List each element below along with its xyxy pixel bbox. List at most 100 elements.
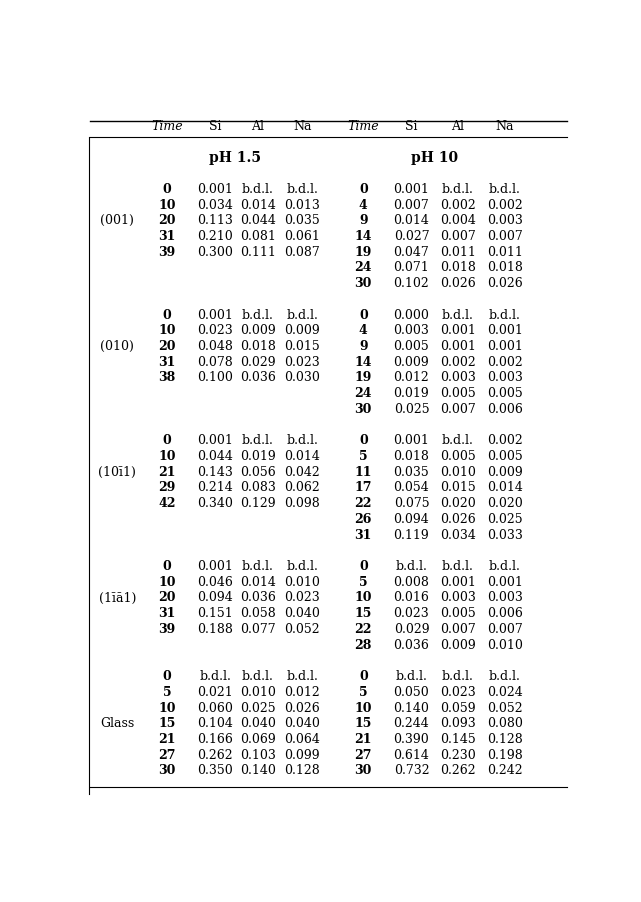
Text: (10ī1): (10ī1): [99, 465, 137, 479]
Text: 0.010: 0.010: [240, 686, 276, 699]
Text: 0.060: 0.060: [197, 702, 233, 714]
Text: 30: 30: [354, 403, 372, 416]
Text: 9: 9: [359, 215, 367, 227]
Text: 0.069: 0.069: [240, 733, 276, 746]
Text: 0.004: 0.004: [440, 215, 476, 227]
Text: 20: 20: [158, 592, 176, 604]
Text: 0.026: 0.026: [487, 277, 523, 290]
Text: 0.009: 0.009: [487, 465, 523, 479]
Text: 19: 19: [354, 245, 372, 259]
Text: 0.018: 0.018: [487, 262, 523, 274]
Text: 0.083: 0.083: [240, 482, 276, 494]
Text: 0: 0: [359, 308, 368, 322]
Text: 0.018: 0.018: [440, 262, 476, 274]
Text: 0.030: 0.030: [284, 372, 320, 384]
Text: 0: 0: [163, 435, 171, 447]
Text: 0.048: 0.048: [197, 340, 233, 353]
Text: 0.087: 0.087: [285, 245, 320, 259]
Text: 0.013: 0.013: [284, 198, 320, 212]
Text: 0.033: 0.033: [487, 529, 523, 541]
Text: 0.042: 0.042: [285, 465, 320, 479]
Text: 0.390: 0.390: [394, 733, 429, 746]
Text: 0.005: 0.005: [440, 450, 476, 463]
Text: pH 10: pH 10: [410, 151, 458, 165]
Text: 0.081: 0.081: [240, 230, 276, 243]
Text: 0.008: 0.008: [394, 575, 429, 589]
Text: 0.075: 0.075: [394, 497, 429, 511]
Text: b.d.l.: b.d.l.: [287, 435, 318, 447]
Text: 0.140: 0.140: [240, 764, 276, 778]
Text: 0: 0: [163, 560, 171, 573]
Text: 5: 5: [359, 450, 367, 463]
Text: 42: 42: [158, 497, 176, 511]
Text: 0.056: 0.056: [240, 465, 276, 479]
Text: 0.023: 0.023: [197, 325, 233, 337]
Text: 0.010: 0.010: [440, 465, 476, 479]
Text: 0: 0: [359, 183, 368, 196]
Text: 0.010: 0.010: [487, 639, 523, 651]
Text: 0.006: 0.006: [487, 607, 523, 621]
Text: 0.062: 0.062: [285, 482, 320, 494]
Text: 5: 5: [359, 686, 367, 699]
Text: 17: 17: [354, 482, 372, 494]
Text: 0.300: 0.300: [197, 245, 233, 259]
Text: 0.014: 0.014: [284, 450, 320, 463]
Text: 0.003: 0.003: [440, 592, 476, 604]
Text: 0.003: 0.003: [394, 325, 429, 337]
Text: 0.128: 0.128: [285, 764, 320, 778]
Text: 0.077: 0.077: [240, 623, 276, 636]
Text: 0.001: 0.001: [197, 435, 233, 447]
Text: 0.023: 0.023: [285, 355, 320, 369]
Text: 0.034: 0.034: [197, 198, 233, 212]
Text: 0.011: 0.011: [440, 245, 476, 259]
Text: (1īā1): (1īā1): [99, 592, 136, 604]
Text: 24: 24: [354, 262, 372, 274]
Text: 0.340: 0.340: [197, 497, 233, 511]
Text: 0.019: 0.019: [394, 387, 429, 400]
Text: Al: Al: [451, 120, 464, 133]
Text: 0.023: 0.023: [440, 686, 476, 699]
Text: 0.040: 0.040: [240, 717, 276, 731]
Text: 0.020: 0.020: [440, 497, 476, 511]
Text: 0.005: 0.005: [487, 450, 523, 463]
Text: Al: Al: [251, 120, 265, 133]
Text: 0.005: 0.005: [440, 607, 476, 621]
Text: 0.002: 0.002: [440, 198, 476, 212]
Text: 0.001: 0.001: [197, 308, 233, 322]
Text: 10: 10: [158, 325, 176, 337]
Text: 0.023: 0.023: [285, 592, 320, 604]
Text: Si: Si: [405, 120, 418, 133]
Text: 0.005: 0.005: [440, 387, 476, 400]
Text: b.d.l.: b.d.l.: [442, 435, 474, 447]
Text: 0.025: 0.025: [487, 513, 522, 526]
Text: 0.242: 0.242: [487, 764, 522, 778]
Text: 0.034: 0.034: [440, 529, 476, 541]
Text: Time: Time: [347, 120, 379, 133]
Text: 0.036: 0.036: [240, 372, 276, 384]
Text: 0.014: 0.014: [240, 575, 276, 589]
Text: 15: 15: [354, 607, 372, 621]
Text: 0.007: 0.007: [394, 198, 429, 212]
Text: 0.078: 0.078: [197, 355, 233, 369]
Text: 26: 26: [354, 513, 372, 526]
Text: 0.036: 0.036: [394, 639, 429, 651]
Text: (001): (001): [101, 215, 135, 227]
Text: 0.047: 0.047: [394, 245, 429, 259]
Text: 0.007: 0.007: [440, 403, 476, 416]
Text: 0.071: 0.071: [394, 262, 429, 274]
Text: 0.119: 0.119: [394, 529, 429, 541]
Text: b.d.l.: b.d.l.: [287, 308, 318, 322]
Text: b.d.l.: b.d.l.: [395, 670, 428, 683]
Text: 29: 29: [158, 482, 176, 494]
Text: b.d.l.: b.d.l.: [242, 308, 274, 322]
Text: 0.011: 0.011: [487, 245, 523, 259]
Text: 0.002: 0.002: [440, 355, 476, 369]
Text: 0: 0: [163, 670, 171, 683]
Text: 0: 0: [359, 560, 368, 573]
Text: 0.001: 0.001: [440, 575, 476, 589]
Text: 0.007: 0.007: [440, 230, 476, 243]
Text: 28: 28: [354, 639, 372, 651]
Text: 0: 0: [359, 670, 368, 683]
Text: 0.035: 0.035: [285, 215, 320, 227]
Text: 0.018: 0.018: [240, 340, 276, 353]
